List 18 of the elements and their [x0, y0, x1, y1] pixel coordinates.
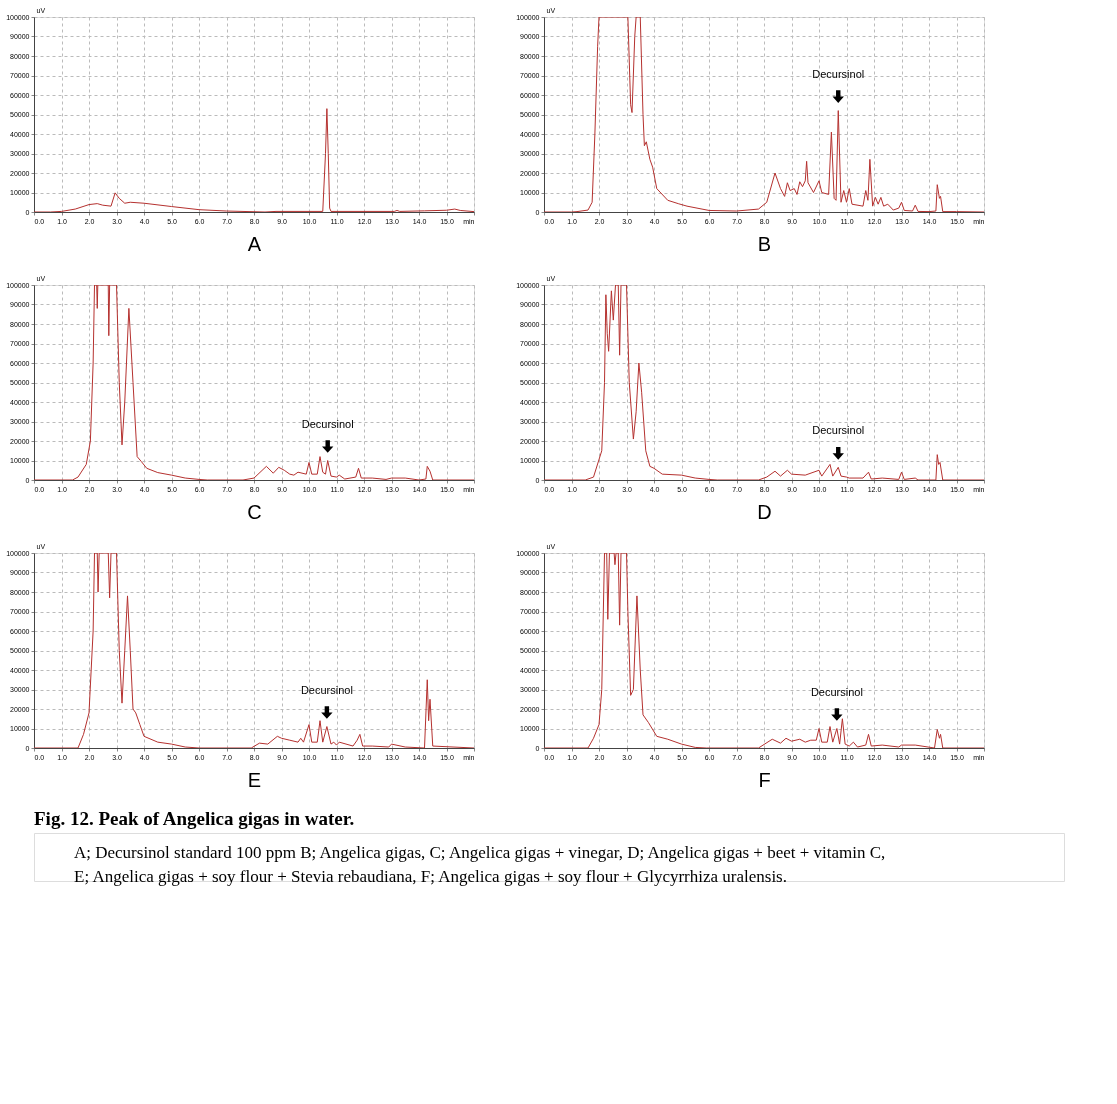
line-series	[544, 553, 984, 748]
line-series	[34, 553, 474, 748]
line-series	[544, 17, 984, 212]
x-axis-title: F	[758, 768, 771, 791]
line-series	[34, 285, 474, 480]
annotation: Decursinol	[810, 685, 863, 698]
annotation: Decursinol	[812, 424, 865, 437]
x-axis-title: B	[757, 232, 772, 255]
text: A; Decursinol standard 100 ppm B; Angelica gigas, C; Angelica gigas + vinegar, D; Angelica gigas + beet + vitamin C, E; Angelica gigas + soy flour + Stevia rebaudiana, F; Angelica gigas + soy flour + Glycyrrhiza uralensis.	[74, 843, 886, 886]
annotation: Decursinol	[812, 67, 865, 80]
x-axis-title: C	[247, 500, 262, 523]
annotation: Decursinol	[301, 417, 354, 430]
text: Fig. 12. Peak of Angelica gigas in water.	[34, 808, 355, 829]
x-axis-title: A	[247, 232, 262, 255]
annotation: Decursinol	[300, 683, 353, 696]
line-series	[544, 285, 984, 480]
x-axis-title: E	[247, 768, 262, 791]
x-axis-title: D	[757, 500, 772, 523]
